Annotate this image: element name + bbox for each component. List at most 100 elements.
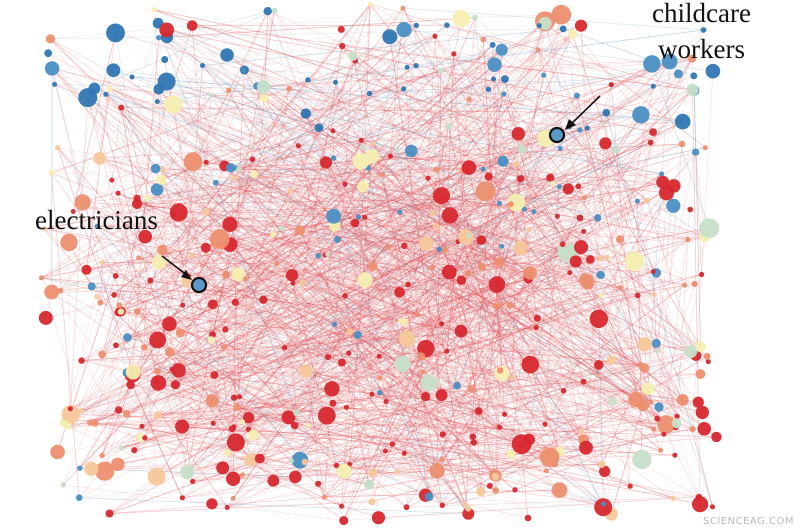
network-edge (156, 381, 584, 441)
network-edge (245, 151, 696, 280)
network-edge (355, 60, 708, 357)
network-edge (427, 93, 505, 179)
network-edge (86, 225, 437, 271)
network-edge (284, 283, 695, 348)
network-edge (289, 88, 662, 175)
occupation-node (98, 350, 107, 359)
occupation-node (496, 302, 504, 309)
network-edge (229, 244, 466, 506)
network-edge (233, 327, 537, 428)
network-edge (501, 239, 689, 374)
network-edge (417, 202, 517, 316)
network-edge (126, 156, 373, 373)
occupation-node (442, 246, 449, 253)
occupation-node (157, 72, 176, 91)
network-edge (132, 373, 350, 465)
network-edge (416, 25, 705, 429)
network-edge (127, 239, 482, 338)
network-edge (295, 149, 398, 477)
network-edge (100, 203, 138, 303)
occupation-node (156, 35, 162, 41)
network-edge (227, 364, 599, 508)
occupation-node (437, 67, 444, 74)
network-edge (224, 165, 591, 260)
network-edge (147, 173, 662, 199)
network-edge (333, 216, 443, 506)
network-edge (441, 459, 469, 509)
network-edge (495, 454, 512, 491)
occupation-node (180, 465, 195, 480)
occupation-node (87, 282, 96, 291)
network-edge (499, 89, 693, 263)
occupation-node (677, 394, 689, 406)
network-edge (244, 69, 654, 87)
network-edge (162, 249, 372, 395)
network-edge (54, 84, 437, 227)
network-edge (371, 23, 546, 502)
network-edge (427, 177, 695, 285)
network-edge (371, 393, 522, 445)
network-edge (245, 278, 333, 389)
network-edge (693, 90, 697, 153)
network-edge (212, 174, 383, 305)
network-edge (86, 269, 645, 345)
occupation-node (95, 461, 115, 481)
occupation-node (270, 231, 277, 238)
occupation-node (512, 161, 519, 168)
network-edge (515, 164, 678, 417)
occupation-node (602, 109, 611, 117)
occupation-node (711, 431, 722, 443)
occupation-node (165, 347, 175, 357)
network-edge (399, 217, 598, 293)
network-edge (235, 167, 655, 430)
network-edge (263, 86, 292, 191)
occupation-node (470, 439, 477, 446)
network-edge (549, 356, 708, 458)
network-edge (232, 49, 539, 499)
network-edge (446, 25, 496, 476)
network-edge (187, 399, 683, 473)
network-edge (134, 90, 695, 451)
occupation-node (112, 273, 119, 279)
network-edge (544, 185, 675, 425)
occupation-node (355, 214, 361, 220)
network-edge (212, 44, 493, 335)
occupation-node (394, 355, 411, 373)
network-edge (91, 364, 641, 470)
network-edge (182, 426, 550, 458)
network-edge (121, 107, 607, 114)
network-edge (73, 211, 343, 363)
occupation-node (377, 390, 383, 396)
network-edge (510, 185, 674, 205)
network-edge (188, 247, 206, 277)
network-edge (349, 364, 641, 465)
network-edge (81, 360, 423, 373)
network-edge (327, 356, 661, 451)
network-edge (68, 88, 95, 243)
occupation-node (66, 424, 72, 430)
network-edge (120, 311, 134, 373)
network-edge (205, 247, 530, 440)
network-edge (226, 274, 538, 319)
network-edge (73, 160, 361, 212)
occupation-node (672, 452, 678, 458)
occupation-node (433, 166, 439, 173)
occupation-node (286, 85, 293, 92)
network-edge (378, 496, 700, 519)
network-edge (212, 245, 405, 335)
network-edge (65, 381, 584, 423)
occupation-node (44, 284, 60, 300)
network-edge (436, 248, 522, 471)
occupation-node (533, 325, 539, 331)
network-edge (259, 255, 326, 459)
network-edge (115, 32, 188, 473)
network-edge (213, 29, 342, 424)
network-edge (468, 75, 694, 168)
network-edge (109, 88, 265, 99)
network-edge (233, 78, 494, 428)
occupation-node (651, 426, 657, 432)
network-edge (45, 32, 116, 318)
network-edge (514, 422, 677, 491)
network-edge (109, 88, 426, 397)
network-edge (579, 129, 645, 345)
